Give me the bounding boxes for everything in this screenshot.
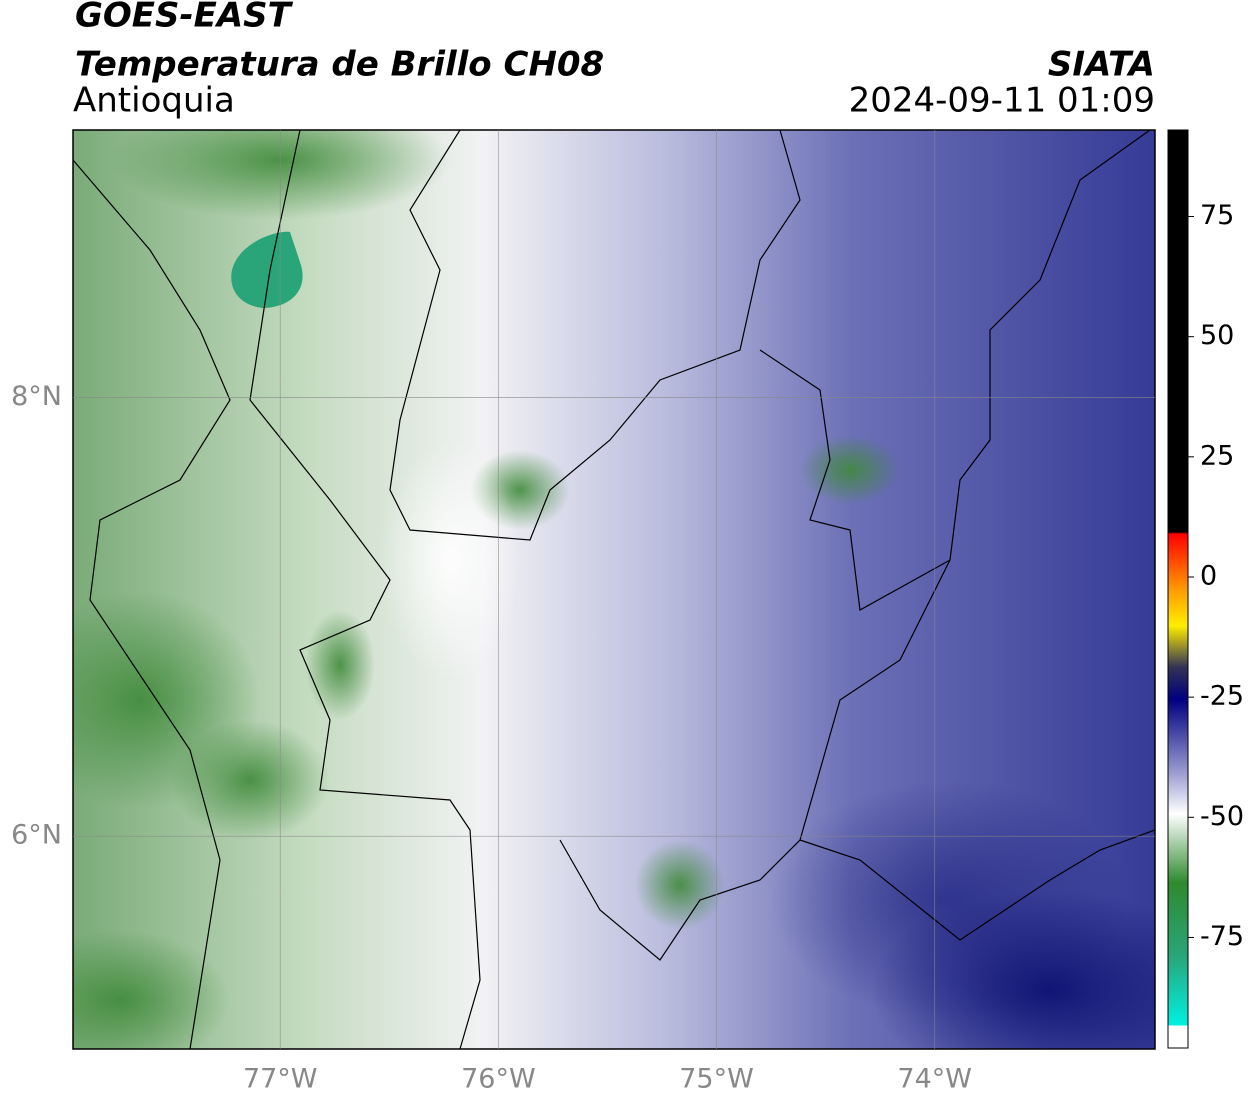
colorbar-tick-label: -25 (1200, 681, 1244, 712)
colorbar-tick-label: 0 (1200, 560, 1217, 591)
lat-tick-label: 6°N (11, 820, 62, 851)
lon-tick-label: 75°W (679, 1064, 754, 1095)
lon-tick-label: 76°W (461, 1064, 536, 1095)
colorbar-tick-label: 75 (1200, 200, 1234, 231)
map-image (73, 130, 1155, 1049)
map-frame (72, 129, 1156, 1050)
title: GOES-EAST (75, 0, 294, 36)
colorbar-tick-label: -50 (1200, 801, 1244, 832)
lon-tick-label: 74°W (897, 1064, 972, 1095)
colorbar (1167, 129, 1189, 1049)
colorbar-tick-label: -75 (1200, 921, 1244, 952)
lat-tick-label: 8°N (11, 381, 62, 412)
region: Antioquia (73, 81, 235, 121)
subtitle: Temperatura de Brillo CH08 (75, 45, 604, 85)
datetime: 2024-09-11 01:09 (849, 81, 1155, 121)
colorbar-tick-label: 25 (1200, 440, 1234, 471)
lon-tick-label: 77°W (243, 1064, 318, 1095)
source: SIATA (1048, 45, 1155, 85)
colorbar-tick-label: 50 (1200, 320, 1234, 351)
